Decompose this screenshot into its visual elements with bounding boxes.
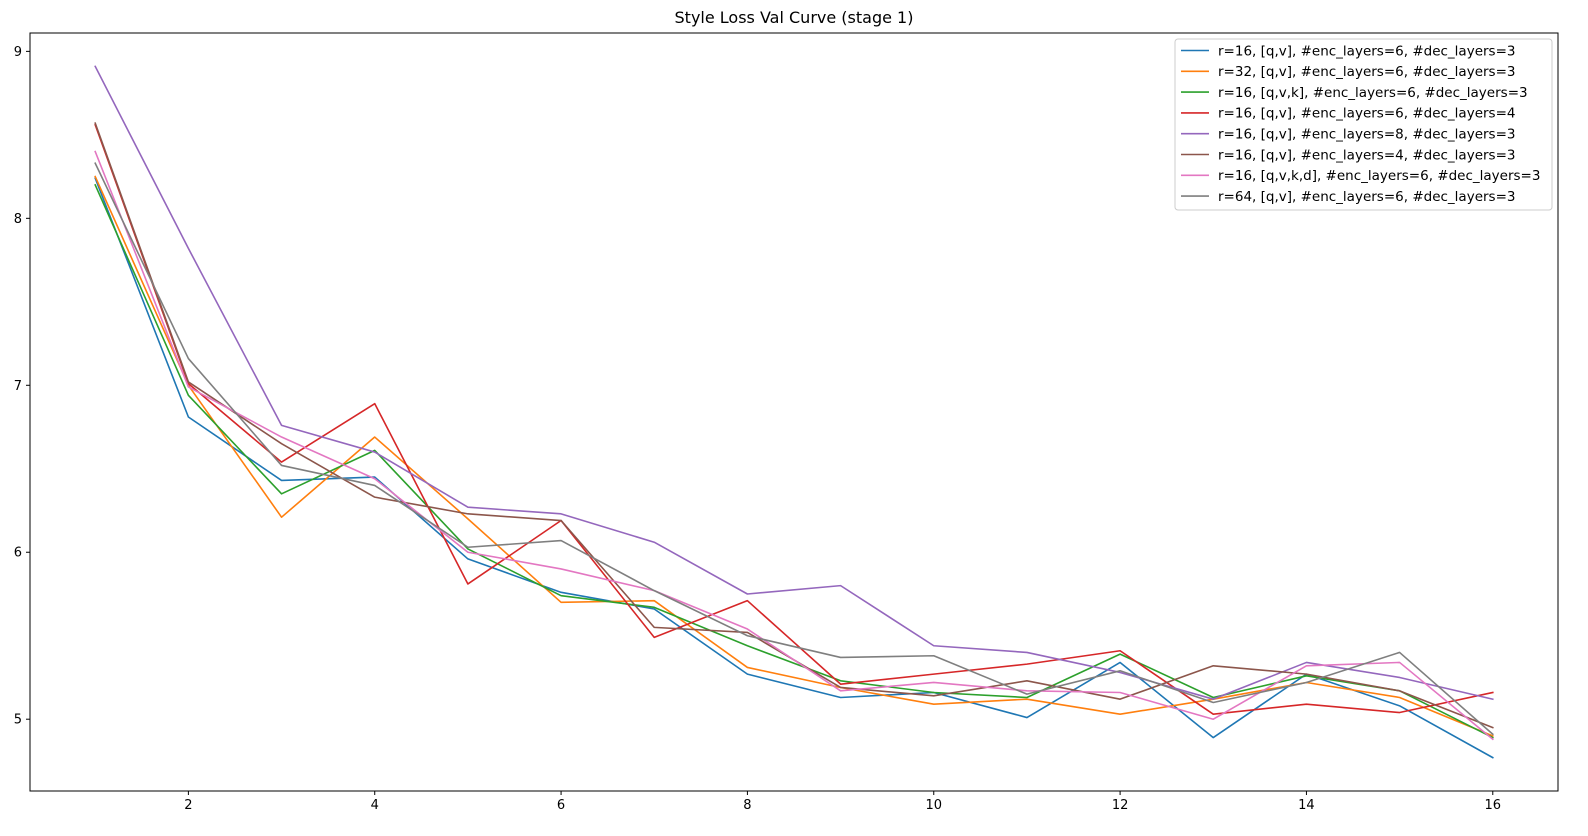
x-tick-label: 6 xyxy=(557,798,565,813)
x-tick-label: 16 xyxy=(1485,798,1502,813)
legend-label-4: r=16, [q,v], #enc_layers=6, #dec_layers=… xyxy=(1218,106,1515,122)
x-tick-label: 8 xyxy=(743,798,751,813)
legend-label-7: r=16, [q,v,k,d], #enc_layers=6, #dec_lay… xyxy=(1218,168,1540,184)
legend-label-5: r=16, [q,v], #enc_layers=8, #dec_layers=… xyxy=(1218,127,1515,143)
series-line-3 xyxy=(94,183,1494,739)
legend-label-2: r=32, [q,v], #enc_layers=6, #dec_layers=… xyxy=(1218,64,1515,80)
x-tick-label: 10 xyxy=(925,798,942,813)
y-tick-label: 5 xyxy=(14,713,22,728)
series-line-2 xyxy=(94,175,1494,737)
series-line-8 xyxy=(94,162,1494,736)
y-tick-label: 9 xyxy=(14,45,22,60)
legend: r=16, [q,v], #enc_layers=6, #dec_layers=… xyxy=(1174,38,1553,211)
plot-frame xyxy=(29,32,1559,792)
y-tick-label: 7 xyxy=(14,379,22,394)
legend-label-6: r=16, [q,v], #enc_layers=4, #dec_layers=… xyxy=(1218,147,1515,163)
series-layer xyxy=(94,65,1494,759)
series-line-4 xyxy=(94,123,1494,716)
series-line-7 xyxy=(94,150,1494,741)
x-tick-label: 4 xyxy=(371,798,379,813)
chart-title: Style Loss Val Curve (stage 1) xyxy=(675,8,914,27)
legend-label-8: r=64, [q,v], #enc_layers=6, #dec_layers=… xyxy=(1218,189,1515,205)
y-tick-label: 6 xyxy=(14,546,22,561)
y-tick-label: 8 xyxy=(14,212,22,227)
x-tick-label: 14 xyxy=(1298,798,1315,813)
legend-label-3: r=16, [q,v,k], #enc_layers=6, #dec_layer… xyxy=(1218,85,1528,101)
series-line-1 xyxy=(94,177,1494,759)
x-tick-label: 12 xyxy=(1112,798,1129,813)
legend-label-1: r=16, [q,v], #enc_layers=6, #dec_layers=… xyxy=(1218,43,1515,59)
axes-layer: 2 4 6 8 10 12 14 16 5 6 7 8 9 xyxy=(14,45,1501,813)
series-line-6 xyxy=(94,122,1494,729)
x-tick-label: 2 xyxy=(184,798,192,813)
legend-box xyxy=(1174,38,1553,211)
series-line-5 xyxy=(94,65,1494,701)
